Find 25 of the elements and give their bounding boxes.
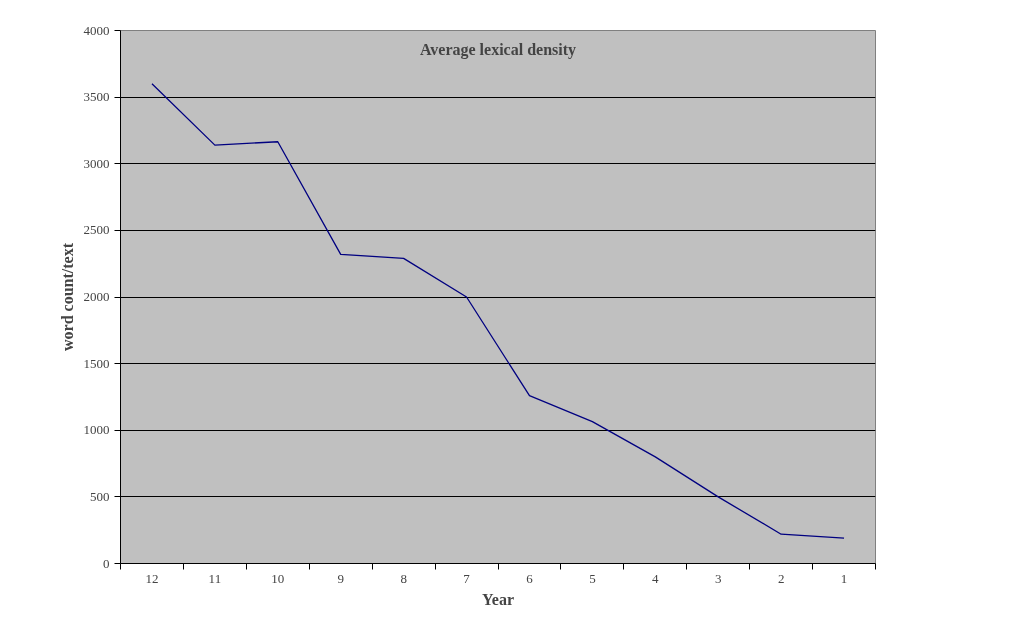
y-tick-label: 500 bbox=[90, 488, 110, 504]
text: Average lexical density bbox=[419, 40, 577, 59]
y-axis-title: word count/text bbox=[58, 242, 76, 351]
x-tick-label: 2 bbox=[777, 570, 785, 586]
x-tick-label: 5 bbox=[589, 570, 596, 586]
y-tick-label: 1000 bbox=[83, 422, 110, 438]
x-tick-label: 12 bbox=[145, 570, 159, 586]
y-tick-label: 2000 bbox=[83, 289, 110, 304]
x-tick-label: 9 bbox=[337, 570, 344, 586]
x-tick-label: 6 bbox=[526, 570, 534, 586]
x-tick-label: 8 bbox=[400, 570, 407, 586]
x-tick-label: 11 bbox=[208, 570, 222, 586]
x-tick-label: 10 bbox=[271, 570, 285, 586]
y-tick-label: 1500 bbox=[83, 355, 110, 371]
y-tick-label: 3500 bbox=[83, 89, 110, 105]
y-tick-label: 4000 bbox=[83, 22, 110, 38]
x-tick-label: 7 bbox=[463, 570, 471, 586]
y-tick-label: 2500 bbox=[83, 222, 110, 238]
y-tick-label: 0 bbox=[103, 555, 110, 571]
x-tick-label: 1 bbox=[840, 570, 848, 586]
x-tick-label: 4 bbox=[652, 570, 660, 586]
line-series bbox=[151, 83, 845, 539]
y-tick-label: 3000 bbox=[83, 155, 110, 171]
x-axis-title: Year bbox=[482, 590, 514, 608]
x-tick-label: 3 bbox=[714, 570, 722, 586]
